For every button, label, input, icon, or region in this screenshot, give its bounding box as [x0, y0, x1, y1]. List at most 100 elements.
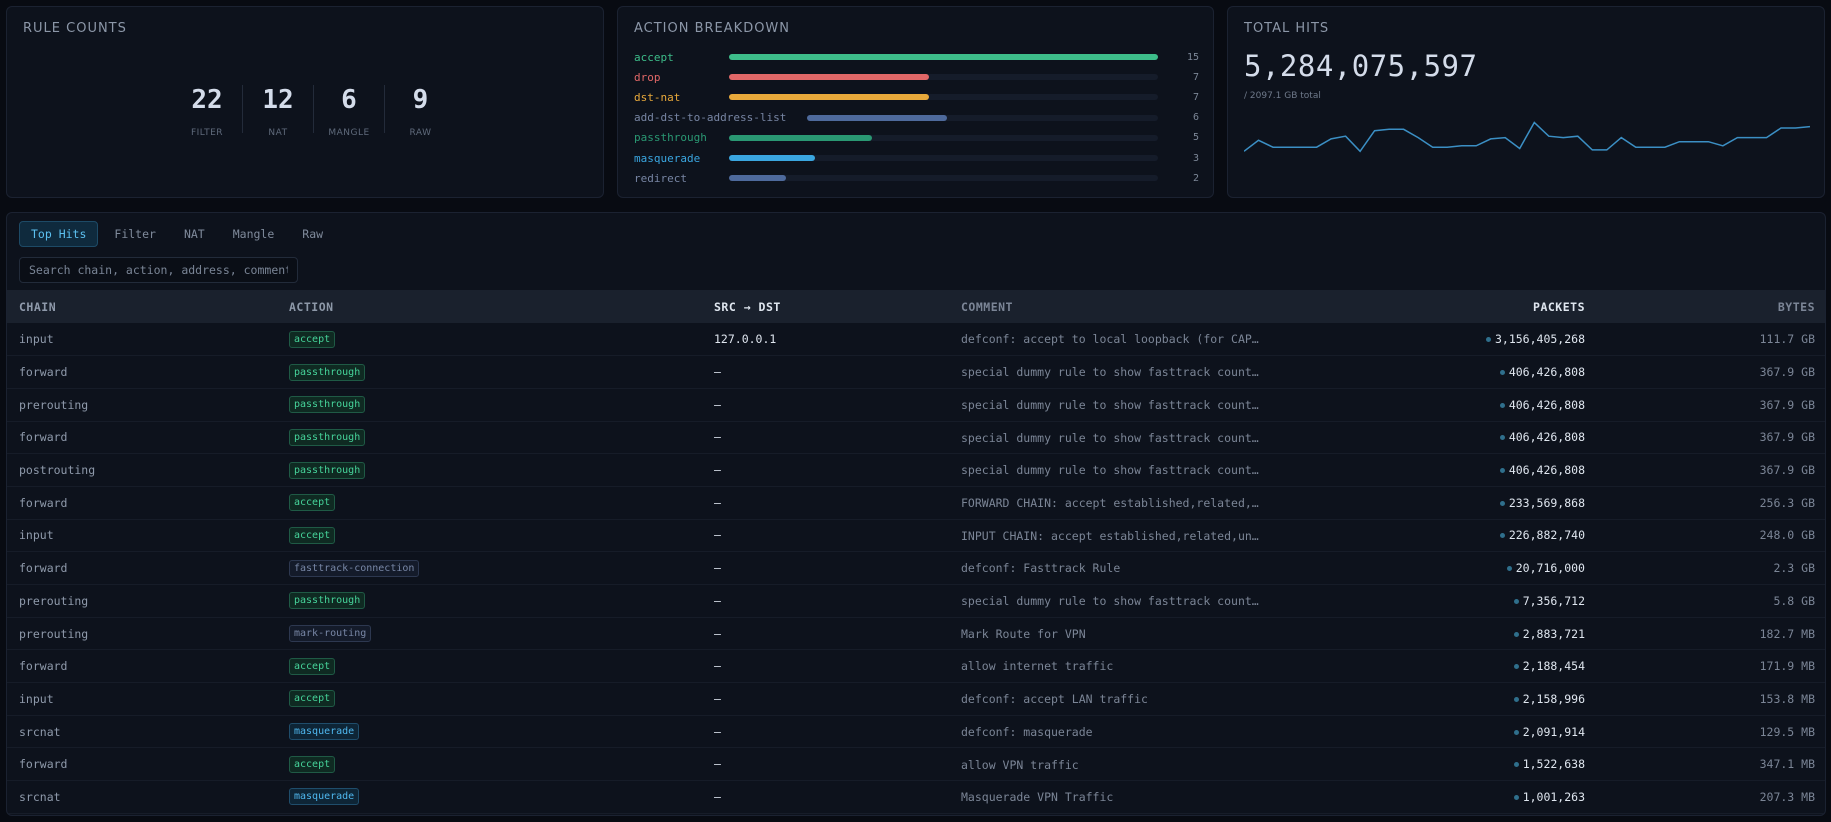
table-row[interactable]: forward accept — FORWARD CHAIN: accept esta… [7, 486, 1825, 520]
cell-comment: Masquerade VPN Traffic [949, 781, 1317, 814]
action-bar-track [729, 74, 1158, 81]
cell-bytes: 5.8 GB [1773, 593, 1815, 608]
table-row[interactable]: forward fasttrack-connection — defconf: Fas… [7, 552, 1825, 585]
packets-dot-icon [1499, 533, 1505, 539]
col-header-action[interactable]: ACTION [289, 299, 334, 314]
cell-action: masquerade [277, 781, 702, 814]
cell-packets: 2,091,914 [1317, 715, 1597, 748]
cell-comment: allow internet traffic [949, 650, 1317, 683]
action-breakdown-row: accept 15 [634, 50, 1199, 64]
packets-value: 406,426,808 [1508, 397, 1585, 412]
table-row[interactable]: prerouting passthrough — special dummy rule… [7, 585, 1825, 618]
cell-src-dst: — [714, 365, 721, 380]
table-row[interactable]: input accept — INPUT CHAIN: accept establis… [7, 519, 1825, 552]
packets-value: 2,188,454 [1522, 659, 1585, 674]
action-badge: masquerade [289, 723, 360, 741]
comment-text: special dummy rule to show fasttrack cou… [961, 463, 1261, 478]
cell-bytes: 171.9 MB [1759, 659, 1815, 674]
action-bar-track [729, 134, 1158, 141]
action-bar-fill [729, 175, 787, 182]
cell-bytes: 207.3 MB [1759, 789, 1815, 804]
cell-chain: forward [19, 659, 68, 674]
cell-comment: defconf: accept LAN traffic [949, 683, 1317, 716]
cell-action: passthrough [277, 356, 702, 389]
cell-chain: forward [19, 495, 68, 510]
comment-text: defconf: Fasttrack Rule [961, 561, 1121, 576]
cell-packets: 233,569,868 [1317, 486, 1597, 519]
cell-comment: special dummy rule to show fasttrack cou… [949, 356, 1317, 389]
col-header-bytes[interactable]: BYTES [1777, 299, 1815, 314]
cell-bytes: 111.7 GB [1759, 332, 1815, 347]
tab-filter[interactable]: Filter [114, 227, 156, 241]
search-input[interactable] [19, 257, 298, 283]
cell-comment: special dummy rule to show fasttrack cou… [949, 454, 1317, 487]
cell-action: mark-routing [277, 617, 702, 650]
tab-raw[interactable]: Raw [302, 227, 324, 241]
cell-src-dst: — [714, 593, 721, 608]
cell-comment: allow VPN traffic [949, 748, 1317, 781]
col-header-src-dst[interactable]: SRC → DST [714, 299, 781, 314]
cell-packets: 226,882,740 [1317, 519, 1597, 552]
action-label: passthrough [634, 131, 707, 145]
cell-comment: Mark Route for VPN [949, 617, 1317, 650]
rule-count-mangle: 6 MANGLE [314, 85, 385, 138]
action-bar-fill [729, 134, 872, 141]
action-label: masquerade [634, 151, 701, 165]
cell-bytes: 347.1 MB [1759, 757, 1815, 772]
rule-count-nat: 12 NAT [243, 85, 314, 138]
table-row[interactable]: input accept — defconf: accept LAN traffic 2… [7, 683, 1825, 716]
action-badge: accept [289, 526, 336, 544]
cell-packets: 1,522,638 [1317, 748, 1597, 781]
cell-chain: forward [19, 430, 68, 445]
table-row[interactable]: prerouting passthrough — special dummy rule… [7, 388, 1825, 422]
col-header-chain[interactable]: CHAIN [19, 299, 57, 314]
action-count: 6 [1192, 112, 1199, 124]
table-row[interactable]: srcnat masquerade — defconf: masquerade 2,09… [7, 715, 1825, 748]
col-header-packets[interactable]: PACKETS [1533, 299, 1585, 314]
action-bar-track [729, 155, 1158, 161]
action-badge: passthrough [289, 396, 366, 414]
packets-value: 2,091,914 [1522, 724, 1585, 739]
table-row[interactable]: input accept 127.0.0.1 defconf: accept to l… [7, 323, 1825, 356]
action-count: 7 [1192, 71, 1199, 83]
cell-chain: forward [19, 561, 68, 576]
cell-src-dst: — [714, 724, 721, 739]
action-badge: accept [289, 494, 336, 512]
cell-comment: special dummy rule to show fasttrack cou… [949, 421, 1317, 454]
count-label: FILTER [190, 128, 224, 138]
table-row[interactable]: forward accept — allow VPN traffic 1,522,638… [7, 748, 1825, 781]
cell-chain: prerouting [19, 626, 89, 641]
cell-packets: 406,426,808 [1317, 454, 1597, 487]
comment-text: defconf: accept to local loopback (for C… [961, 332, 1261, 347]
tab-top-hits[interactable]: Top Hits [19, 221, 99, 247]
cell-comment: defconf: masquerade [949, 715, 1317, 748]
packets-value: 3,156,405,268 [1494, 332, 1585, 347]
action-breakdown-row: passthrough 5 [634, 131, 1199, 145]
col-header-comment[interactable]: COMMENT [961, 299, 1013, 314]
action-breakdown-row: redirect 2 [634, 171, 1199, 185]
table-row[interactable]: forward passthrough — special dummy rule to… [7, 356, 1825, 389]
cell-src-dst: — [714, 691, 721, 706]
action-label: add-dst-to-address-list [634, 111, 787, 125]
table-row[interactable]: prerouting mark-routing — Mark Route for VP… [7, 617, 1825, 650]
table-row[interactable]: forward accept — allow internet traffic 2,18… [7, 650, 1825, 683]
action-badge: accept [289, 755, 336, 773]
action-label: drop [634, 70, 661, 84]
table-row[interactable]: srcnat masquerade — Masquerade VPN Traffic 1… [7, 781, 1825, 814]
cell-chain: forward [19, 757, 68, 772]
comment-text: Masquerade VPN Traffic [961, 790, 1114, 805]
cell-action: masquerade [277, 715, 702, 748]
tab-nat[interactable]: NAT [183, 227, 205, 241]
sparkline-path [1244, 121, 1810, 153]
packets-dot-icon [1499, 370, 1505, 376]
table-row[interactable]: forward passthrough — special dummy rule to… [7, 421, 1825, 454]
tab-mangle[interactable]: Mangle [232, 227, 275, 241]
cell-packets: 2,158,996 [1317, 683, 1597, 716]
action-badge: passthrough [289, 592, 366, 610]
table-row[interactable]: postrouting passthrough — special dummy rul… [7, 454, 1825, 487]
cell-src-dst: — [714, 528, 721, 543]
action-badge: accept [289, 690, 336, 708]
packets-value: 2,883,721 [1522, 626, 1585, 641]
action-bar-fill [729, 155, 815, 161]
rules-table-card: Top Hits Filter NAT Mangle Raw CHAIN ACTION … [6, 212, 1826, 816]
